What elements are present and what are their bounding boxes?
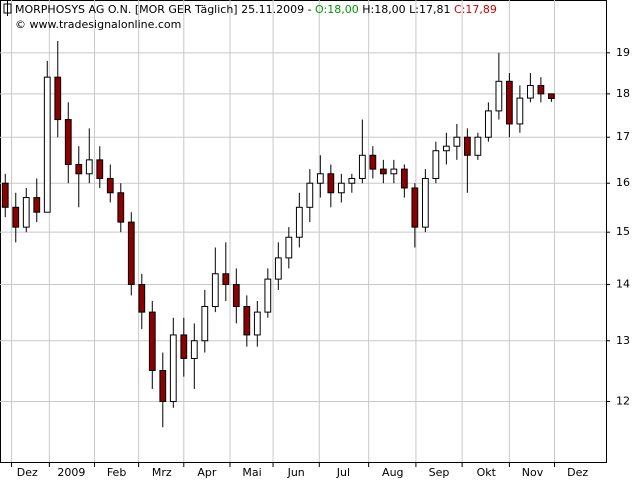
candle-body [400,168,408,189]
open-label: O:18,00 [315,3,359,16]
candle-body [201,306,209,342]
candle-body [327,173,335,194]
candle-body [190,340,198,359]
candle-body [138,284,146,313]
y-tick-label: 18 [616,87,630,100]
candle-body [316,173,324,184]
candle-body [96,159,104,179]
x-tick-label: Feb [107,466,126,479]
candle-body [505,80,513,125]
x-tick-label: Jun [287,466,305,479]
candle-body [274,257,282,280]
candle-body [547,93,555,99]
symbol-icon [3,1,12,16]
x-tick-label: Sep [429,466,450,479]
y-tick-label: 14 [616,278,630,291]
candle-body [232,284,240,308]
candle-body [75,163,83,175]
candle-body [169,334,177,402]
candle-body [285,236,293,259]
x-tick-label: Nov [522,466,544,479]
candle-body [85,159,93,175]
candle-body [337,182,345,194]
candle-body [432,150,440,179]
y-tick-label: 15 [616,225,630,238]
candle-body [243,306,251,336]
candle-body [33,197,41,213]
candle-body [484,110,492,138]
candle-body [358,154,366,179]
x-tick-label: Jul [336,466,350,479]
candle-body [295,206,303,238]
candle-body [306,182,314,208]
candle-body [421,177,429,228]
chart-title: MORPHOSYS AG O.N. [MOR GER Täglich] 25.1… [15,3,315,16]
y-tick-label: 19 [616,46,630,59]
candle-body [369,154,377,170]
chart-subtitle: © www.tradesignalonline.com [15,18,181,31]
candle-body [390,168,398,175]
candle-body [516,97,524,125]
candle-body [463,136,471,156]
x-tick-label: Mai [242,466,261,479]
candle-body [159,370,167,402]
x-tick-label: Mrz [152,466,172,479]
candle-body [442,145,450,152]
candle-body [54,76,62,121]
candle-body [211,273,219,308]
y-tick-label: 16 [616,176,630,189]
candle-body [453,136,461,147]
x-tick-label: Dez [567,466,588,479]
candle-body [495,80,503,112]
candle-body [253,311,261,336]
x-tick-label: Aug [382,466,403,479]
x-tick-label: Okt [477,466,497,479]
chart-header: MORPHOSYS AG O.N. [MOR GER Täglich] 25.1… [15,3,497,16]
x-tick-label: Dez [17,466,38,479]
candle-body [379,168,387,175]
y-tick-label: 17 [616,130,630,143]
candle-body [22,197,30,228]
y-tick-label: 12 [616,394,630,407]
candle-body [1,182,9,208]
candle-body [411,187,419,228]
candle-body [264,278,272,313]
close-label: C:17,89 [454,3,497,16]
candle-body [222,273,230,286]
candle-body [64,119,72,165]
candle-body [537,84,545,95]
candle-body [348,177,356,184]
high-low-label: H:18,00 L:17,81 [359,3,454,16]
candle-body [12,206,20,228]
candle-body [148,311,156,372]
candle-body [127,221,135,286]
candle-body [106,177,114,194]
y-tick-label: 13 [616,334,630,347]
candle-body [180,334,188,359]
candle-body [526,84,534,99]
x-tick-label: 2009 [57,466,85,479]
x-tick-label: Apr [197,466,217,479]
plot-frame [0,0,607,463]
candle-body [43,76,51,213]
candle-body [474,136,482,156]
candle-body [117,192,125,223]
